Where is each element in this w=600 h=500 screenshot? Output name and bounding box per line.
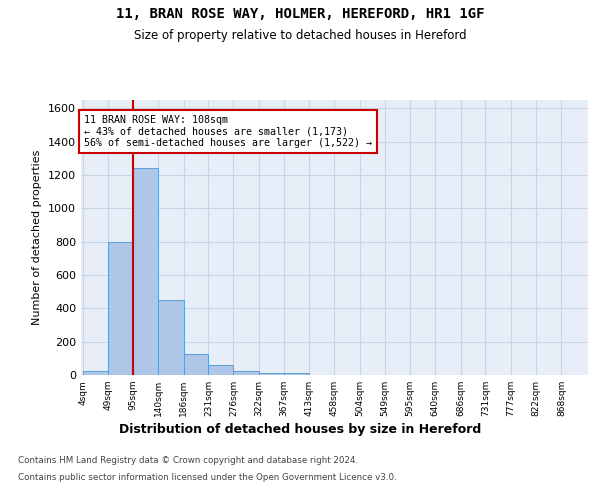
Text: 11, BRAN ROSE WAY, HOLMER, HEREFORD, HR1 1GF: 11, BRAN ROSE WAY, HOLMER, HEREFORD, HR1… bbox=[116, 8, 484, 22]
Bar bbox=[259, 372, 284, 375]
Bar bbox=[83, 371, 107, 375]
Bar bbox=[133, 168, 158, 375]
Bar bbox=[233, 371, 259, 375]
Text: Size of property relative to detached houses in Hereford: Size of property relative to detached ho… bbox=[134, 29, 466, 42]
Text: Contains public sector information licensed under the Open Government Licence v3: Contains public sector information licen… bbox=[18, 474, 397, 482]
Text: 11 BRAN ROSE WAY: 108sqm
← 43% of detached houses are smaller (1,173)
56% of sem: 11 BRAN ROSE WAY: 108sqm ← 43% of detach… bbox=[85, 115, 373, 148]
Bar bbox=[184, 354, 208, 375]
Bar bbox=[284, 374, 309, 375]
Bar bbox=[107, 242, 133, 375]
Y-axis label: Number of detached properties: Number of detached properties bbox=[32, 150, 43, 325]
Text: Distribution of detached houses by size in Hereford: Distribution of detached houses by size … bbox=[119, 422, 481, 436]
Bar bbox=[158, 300, 184, 375]
Bar bbox=[208, 365, 233, 375]
Text: Contains HM Land Registry data © Crown copyright and database right 2024.: Contains HM Land Registry data © Crown c… bbox=[18, 456, 358, 465]
